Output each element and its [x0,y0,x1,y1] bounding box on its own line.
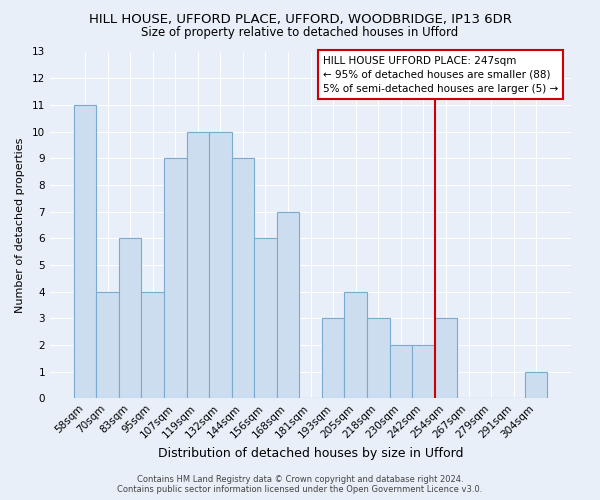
Bar [412,345,434,399]
Bar [119,238,142,398]
Text: HILL HOUSE UFFORD PLACE: 247sqm
← 95% of detached houses are smaller (88)
5% of : HILL HOUSE UFFORD PLACE: 247sqm ← 95% of… [323,56,558,94]
Bar [434,318,457,398]
Bar [254,238,277,398]
Bar [97,292,119,399]
Text: Contains HM Land Registry data © Crown copyright and database right 2024.
Contai: Contains HM Land Registry data © Crown c… [118,474,482,494]
Bar [209,132,232,398]
Text: Size of property relative to detached houses in Ufford: Size of property relative to detached ho… [142,26,458,39]
Bar [525,372,547,398]
Bar [367,318,389,398]
Bar [322,318,344,398]
Bar [277,212,299,398]
Bar [344,292,367,399]
Text: HILL HOUSE, UFFORD PLACE, UFFORD, WOODBRIDGE, IP13 6DR: HILL HOUSE, UFFORD PLACE, UFFORD, WOODBR… [89,12,511,26]
X-axis label: Distribution of detached houses by size in Ufford: Distribution of detached houses by size … [158,447,463,460]
Bar [74,105,97,399]
Y-axis label: Number of detached properties: Number of detached properties [15,137,25,312]
Bar [142,292,164,399]
Bar [187,132,209,398]
Bar [389,345,412,399]
Bar [232,158,254,398]
Bar [164,158,187,398]
